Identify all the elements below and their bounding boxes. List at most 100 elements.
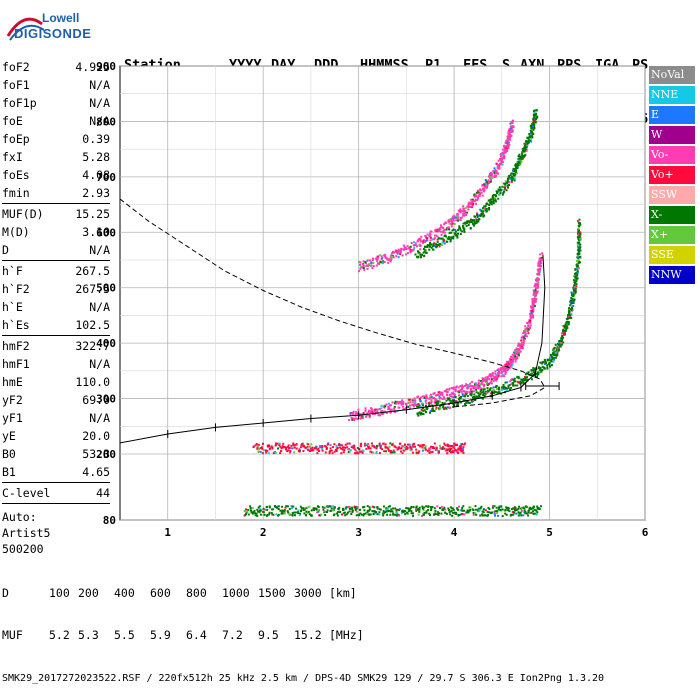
echo-es-2: [322, 508, 325, 511]
echo-o-2hop: [456, 214, 459, 217]
echo-x-trace: [506, 381, 509, 384]
echo-x-2hop: [435, 246, 438, 249]
echo-x-trace: [577, 233, 580, 236]
echo-o-2hop: [419, 238, 422, 241]
echo-x-2hop: [518, 153, 521, 156]
echo-x-2hop: [456, 235, 459, 237]
echo-o-2hop: [440, 225, 443, 228]
echo-es-1: [446, 452, 449, 455]
echo-o-trace: [361, 415, 364, 418]
echo-o-trace: [466, 391, 469, 393]
echo-o-trace: [458, 391, 461, 394]
echo-x-trace: [536, 372, 539, 375]
echo-es-2: [517, 507, 520, 510]
echo-es-2: [482, 508, 485, 511]
echo-es-2: [339, 510, 342, 513]
echo-x-2hop: [473, 220, 476, 223]
echo-o-2hop: [424, 240, 427, 243]
echo-es-2: [474, 508, 477, 511]
echo-x-2hop: [511, 172, 514, 175]
echo-x-trace: [546, 364, 549, 367]
echo-o-trace: [494, 372, 497, 375]
echo-es-1: [257, 451, 260, 453]
param-name: C-level: [2, 486, 51, 500]
footer-muf-value-2: 5.5: [114, 628, 135, 642]
echo-es-1: [279, 452, 282, 455]
echo-es-1: [442, 446, 444, 449]
echo-es-1: [265, 451, 268, 454]
echo-x-trace: [487, 390, 490, 393]
param-value: N/A: [89, 96, 110, 110]
echo-x-trace: [525, 372, 528, 375]
echo-es-2: [497, 508, 500, 511]
echo-es-2: [484, 514, 487, 517]
echo-x-trace: [576, 270, 579, 273]
echo-o-2hop: [459, 211, 462, 214]
echo-x-trace: [571, 292, 574, 295]
echo-x-trace: [578, 236, 581, 238]
echo-x-2hop: [523, 142, 526, 145]
echo-es-2: [531, 507, 534, 510]
echo-x-trace: [526, 379, 529, 382]
echo-x-trace: [429, 411, 431, 414]
echo-x-2hop: [479, 215, 482, 217]
echo-o-trace: [514, 350, 517, 353]
echo-x-trace: [554, 356, 557, 359]
echo-es-1: [443, 447, 446, 450]
echo-x-trace: [548, 363, 551, 366]
echo-o-trace: [483, 378, 486, 381]
echo-x-trace: [554, 353, 557, 356]
echo-o-2hop: [461, 210, 464, 213]
echo-es-2: [279, 509, 282, 512]
echo-o-2hop: [363, 269, 366, 272]
echo-es-2: [538, 508, 541, 511]
param-value: 15.25: [75, 207, 110, 221]
echo-es-1: [421, 446, 424, 449]
echo-o-trace: [417, 403, 420, 405]
echo-x-trace: [482, 390, 485, 393]
echo-o-trace: [535, 292, 538, 295]
echo-x-trace: [573, 298, 576, 301]
echo-x-2hop: [522, 150, 524, 152]
digisonde-logo-icon: [6, 17, 44, 41]
echo-x-trace: [572, 304, 575, 307]
legend-item-nnw: NNW: [649, 266, 695, 284]
echo-es-2: [249, 507, 252, 509]
echo-es-2: [495, 506, 498, 509]
echo-es-2: [410, 512, 413, 515]
echo-o-2hop: [495, 171, 498, 174]
echo-o-trace: [489, 382, 492, 384]
echo-es-2: [524, 511, 527, 514]
echo-x-2hop: [531, 126, 534, 129]
echo-x-trace: [492, 386, 495, 389]
echo-es-1: [383, 450, 386, 453]
echo-x-trace: [464, 403, 466, 406]
footer-muf-value-3: 5.9: [150, 628, 171, 642]
footer-muf-value-1: 5.3: [78, 628, 99, 642]
echo-x-2hop: [436, 245, 438, 248]
echo-es-2: [323, 510, 326, 513]
echo-es-1: [262, 449, 265, 452]
echo-x-trace: [570, 305, 573, 308]
echo-es-1: [344, 443, 347, 446]
echo-es-2: [392, 513, 395, 516]
echo-es-2: [391, 510, 394, 513]
param-name: hmE: [2, 375, 23, 389]
echo-es-2: [443, 506, 446, 509]
echo-es-1: [274, 451, 277, 454]
echo-x-trace: [579, 223, 582, 226]
echo-o-2hop: [494, 176, 497, 178]
echo-es-2: [532, 506, 535, 509]
echo-es-1: [424, 448, 427, 451]
echo-es-2: [286, 510, 289, 513]
echo-es-2: [369, 513, 372, 516]
echo-x-2hop: [459, 233, 462, 235]
echo-x-2hop: [523, 149, 526, 152]
echo-es-2: [275, 513, 278, 516]
echo-es-2: [452, 511, 455, 514]
echo-o-trace: [498, 370, 500, 373]
echo-o-2hop: [428, 234, 431, 237]
echo-es-2: [486, 510, 489, 513]
echo-es-2: [363, 513, 366, 516]
echo-es-1: [304, 447, 307, 449]
